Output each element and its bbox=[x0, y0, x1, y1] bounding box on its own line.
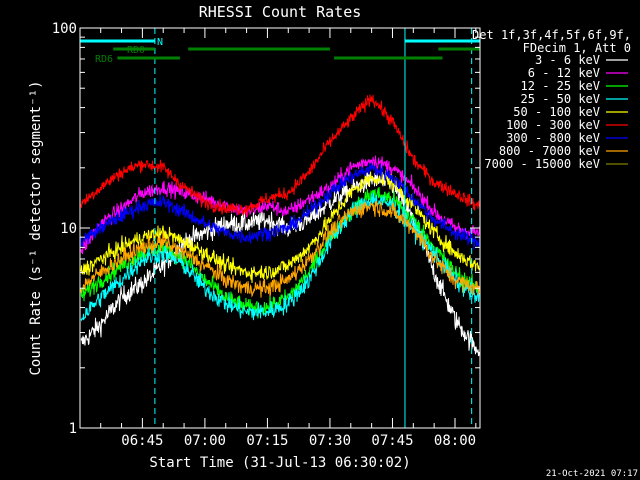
legend-label-7: 800 - 7000 keV bbox=[499, 144, 600, 158]
legend-label-8: 7000 - 15000 keV bbox=[484, 157, 600, 171]
legend-header-0: Det 1f,3f,4f,5f,6f,9f, bbox=[472, 28, 631, 42]
series-line-1 bbox=[80, 155, 480, 255]
x-tick-label-3: 07:30 bbox=[309, 433, 351, 449]
series-line-5 bbox=[80, 94, 480, 216]
series-line-6 bbox=[80, 162, 480, 250]
y-tick-label-0: 1 bbox=[69, 421, 77, 437]
flag-label-rd0: RD0 bbox=[127, 45, 145, 56]
series-line-7 bbox=[80, 200, 480, 298]
chart-title: RHESSI Count Rates bbox=[199, 3, 362, 21]
render-timestamp: 21-Oct-2021 07:17 bbox=[546, 469, 638, 479]
legend-label-6: 300 - 800 keV bbox=[506, 131, 600, 145]
x-axis-label: Start Time (31-Jul-13 06:30:02) bbox=[149, 455, 410, 471]
legend-header-1: FDecim 1, Att 0 bbox=[523, 41, 631, 55]
series-layer bbox=[80, 94, 480, 357]
legend-label-2: 12 - 25 keV bbox=[521, 79, 600, 93]
legend: Det 1f,3f,4f,5f,6f,9f,FDecim 1, Att 03 -… bbox=[472, 28, 631, 171]
x-tick-label-5: 08:00 bbox=[434, 433, 476, 449]
series-line-4 bbox=[80, 171, 480, 284]
x-tick-label-4: 07:45 bbox=[371, 433, 413, 449]
y-tick-label-1: 10 bbox=[60, 221, 77, 237]
legend-label-0: 3 - 6 keV bbox=[535, 53, 600, 67]
y-axis-label: Count Rate (s⁻¹ detector segment⁻¹) bbox=[28, 80, 44, 375]
legend-label-4: 50 - 100 keV bbox=[513, 105, 600, 119]
flag-label-n: N bbox=[157, 37, 163, 48]
legend-label-3: 25 - 50 keV bbox=[521, 92, 600, 106]
flag-label-rd6: RD6 bbox=[95, 54, 113, 65]
legend-label-5: 100 - 300 keV bbox=[506, 118, 600, 132]
y-tick-label-2: 100 bbox=[52, 21, 77, 37]
x-tick-label-1: 07:00 bbox=[184, 433, 226, 449]
series-line-3 bbox=[80, 192, 480, 322]
x-tick-label-0: 06:45 bbox=[121, 433, 163, 449]
axis-layer: 1 10 100 06:45 07:00 07:15 07:30 07:45 08:00 bbox=[52, 21, 480, 449]
x-tick-label-2: 07:15 bbox=[246, 433, 288, 449]
legend-label-1: 6 - 12 keV bbox=[528, 66, 600, 80]
